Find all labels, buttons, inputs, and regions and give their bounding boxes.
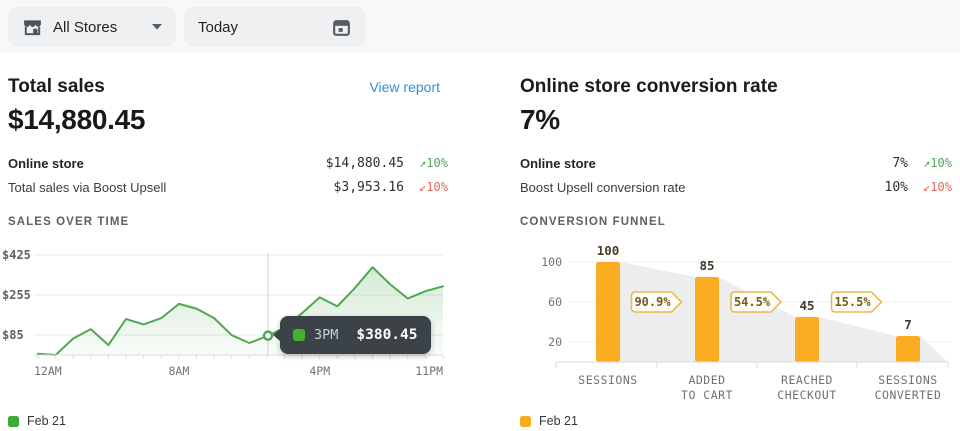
chart-tooltip: 3PM $380.45 <box>273 316 431 354</box>
y-axis-tick-label: 60 <box>548 295 562 309</box>
total-sales-title: Total sales <box>8 76 105 97</box>
funnel-legend-swatch <box>520 415 531 427</box>
y-axis-tick-label: $425 <box>2 248 31 262</box>
funnel-bar[interactable] <box>896 336 920 362</box>
metric-value: $3,953.16 <box>333 179 404 195</box>
conversion-badge <box>730 291 783 313</box>
conversion-funnel-chart[interactable]: 100 60 20 100 85 45 7 90.9% 54.5% 15.5% SESSIONS AD… <box>520 238 952 408</box>
conversion-badge-label: 90.9% <box>634 295 671 309</box>
metric-label: Online store <box>8 155 84 171</box>
funnel-legend: Feb 21 <box>520 414 578 428</box>
store-icon <box>24 19 41 35</box>
sales-legend-swatch <box>8 415 19 427</box>
metric-delta-up: ↗10% <box>923 156 952 170</box>
metric-row-online-store: Online store $14,880.45 ↗10% <box>8 151 448 175</box>
x-axis-tick-label: 12AM <box>34 364 62 378</box>
metric-value: 10% <box>884 179 908 195</box>
x-axis-tick-label: 8AM <box>168 364 189 378</box>
chevron-down-icon <box>152 24 162 30</box>
funnel-category-label: SESSIONS <box>578 373 637 387</box>
tooltip-series-swatch <box>293 329 305 341</box>
total-sales-value: $14,880.45 <box>8 104 146 135</box>
y-axis-tick-label: 20 <box>548 335 562 349</box>
date-range-selector[interactable]: Today <box>184 7 366 47</box>
metric-delta-up: ↗10% <box>419 156 448 170</box>
conversion-rate-value: 7% <box>520 104 560 135</box>
calendar-icon <box>333 19 350 36</box>
metric-row-boost-upsell-cr: Boost Upsell conversion rate 10% ↙10% <box>520 175 952 199</box>
funnel-category-label: REACHED <box>781 373 833 387</box>
total-sales-header: Total sales View report <box>8 76 440 98</box>
metric-row-online-store-cr: Online store 7% ↗10% <box>520 151 952 175</box>
x-axis-tick-label: 11PM <box>415 364 443 378</box>
store-selector[interactable]: All Stores <box>8 7 176 47</box>
funnel-category-label: CHECKOUT <box>777 388 836 402</box>
conversion-badge <box>830 291 883 313</box>
date-range-label: Today <box>198 18 239 36</box>
sales-over-time-chart[interactable]: $425 $255 $85 12AM 8AM 4PM 11PM <box>0 238 460 390</box>
sales-legend-label: Feb 21 <box>27 414 66 428</box>
y-axis-tick-label: $255 <box>2 288 31 302</box>
bar-value-label: 45 <box>799 298 814 313</box>
conversion-badge <box>630 291 683 313</box>
funnel-bar[interactable] <box>695 277 719 362</box>
funnel-category-label: SESSIONS <box>878 373 937 387</box>
x-axis-tick-label: 4PM <box>309 364 330 378</box>
metric-row-boost-upsell: Total sales via Boost Upsell $3,953.16 ↙… <box>8 175 448 199</box>
sales-over-time-section-header: SALES OVER TIME <box>8 216 130 228</box>
metric-label: Total sales via Boost Upsell <box>8 179 167 195</box>
metric-delta-down: ↙10% <box>419 180 448 194</box>
funnel-bar[interactable] <box>596 262 620 362</box>
funnel-category-label: TO CART <box>681 388 733 402</box>
bar-value-label: 7 <box>904 317 912 332</box>
view-report-link[interactable]: View report <box>369 79 440 95</box>
metric-label: Boost Upsell conversion rate <box>520 179 686 195</box>
hover-marker <box>262 330 274 341</box>
funnel-category-label: ADDED <box>688 373 725 387</box>
conversion-badge-label: 54.5% <box>734 295 771 309</box>
funnel-category-label: CONVERTED <box>875 388 942 402</box>
bar-value-label: 85 <box>699 258 714 273</box>
sales-line <box>37 266 444 356</box>
conversion-breakdown: Online store 7% ↗10% Boost Upsell conver… <box>520 151 952 199</box>
tooltip-value: $380.45 <box>356 327 418 343</box>
y-axis-tick-label: $85 <box>2 328 24 342</box>
sales-legend: Feb 21 <box>8 414 66 428</box>
funnel-bar[interactable] <box>795 317 819 362</box>
topbar: All Stores Today <box>0 0 960 53</box>
tooltip-time: 3PM <box>314 327 339 343</box>
metric-value: 7% <box>892 155 908 171</box>
funnel-legend-label: Feb 21 <box>539 414 578 428</box>
conversion-rate-header: Online store conversion rate <box>520 76 778 98</box>
y-axis-tick-label: 100 <box>541 255 562 269</box>
total-sales-breakdown: Online store $14,880.45 ↗10% Total sales… <box>8 151 448 199</box>
store-selector-label: All Stores <box>53 18 118 36</box>
bar-value-label: 100 <box>597 243 620 258</box>
metric-value: $14,880.45 <box>325 155 404 171</box>
metric-label: Online store <box>520 155 596 171</box>
metric-delta-down: ↙10% <box>923 180 952 194</box>
conversion-funnel-section-header: CONVERSION FUNNEL <box>520 216 666 228</box>
conversion-badge-label: 15.5% <box>834 295 871 309</box>
conversion-rate-title: Online store conversion rate <box>520 76 778 97</box>
